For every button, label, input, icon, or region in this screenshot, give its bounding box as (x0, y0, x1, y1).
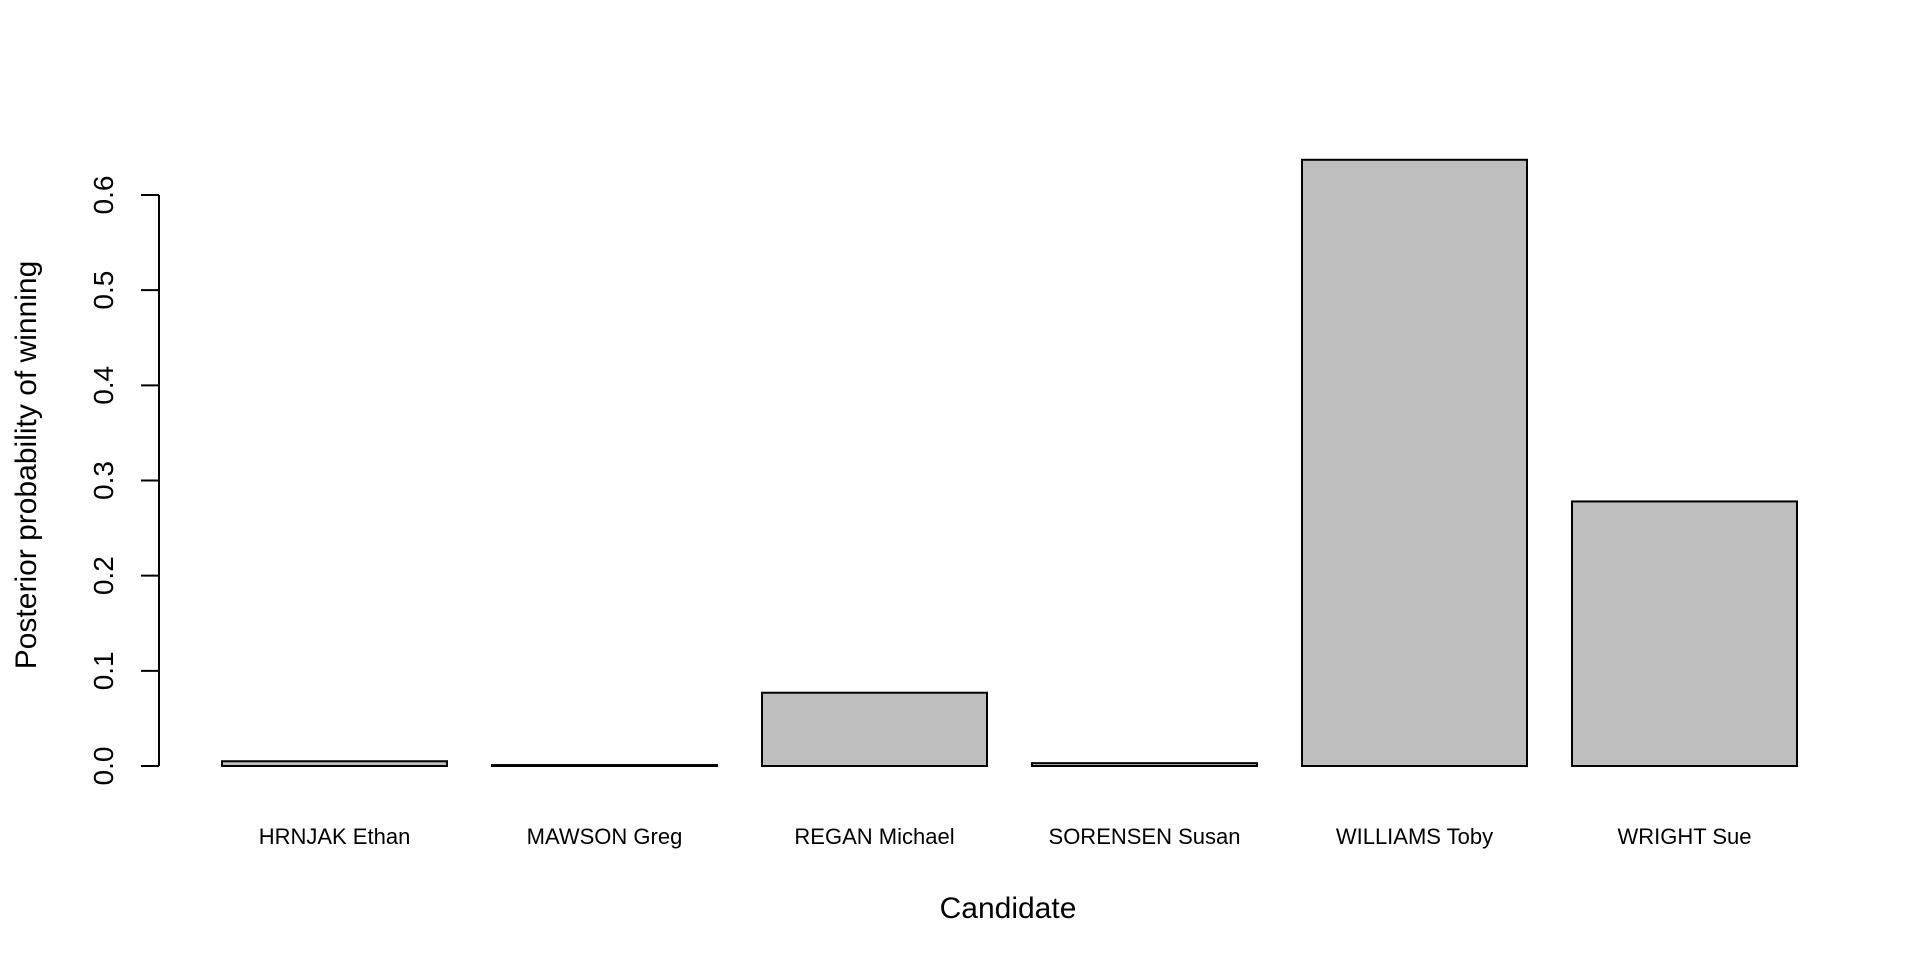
x-tick-label: SORENSEN Susan (1049, 824, 1241, 849)
x-tick-label: WILLIAMS Toby (1336, 824, 1493, 849)
y-tick-label: 0.2 (88, 556, 119, 595)
y-tick-label: 0.4 (88, 366, 119, 405)
y-tick-label: 0.3 (88, 461, 119, 500)
x-tick-label: WRIGHT Sue (1617, 824, 1751, 849)
x-tick-labels: HRNJAK Ethan MAWSON Greg REGAN Michael SORE… (259, 824, 1752, 849)
bars (221, 158, 1798, 768)
x-tick-label: REGAN Michael (794, 824, 954, 849)
bar (221, 760, 448, 767)
y-tick-label: 0.0 (88, 747, 119, 786)
bar (1571, 500, 1798, 767)
bar (1301, 158, 1528, 768)
bar (1031, 762, 1258, 768)
x-tick-label: MAWSON Greg (527, 824, 683, 849)
x-tick-label: HRNJAK Ethan (259, 824, 411, 849)
y-axis-label: Posterior probability of winning (10, 261, 43, 670)
y-tick-label: 0.5 (88, 271, 119, 310)
y-tick-label: 0.6 (88, 176, 119, 215)
y-axis: 0.0 0.1 0.2 0.3 0.4 0.5 0.6 (88, 176, 160, 786)
x-axis-label: Candidate (940, 892, 1077, 925)
bar (761, 691, 988, 768)
bar (491, 764, 718, 768)
y-tick-label: 0.1 (88, 651, 119, 690)
